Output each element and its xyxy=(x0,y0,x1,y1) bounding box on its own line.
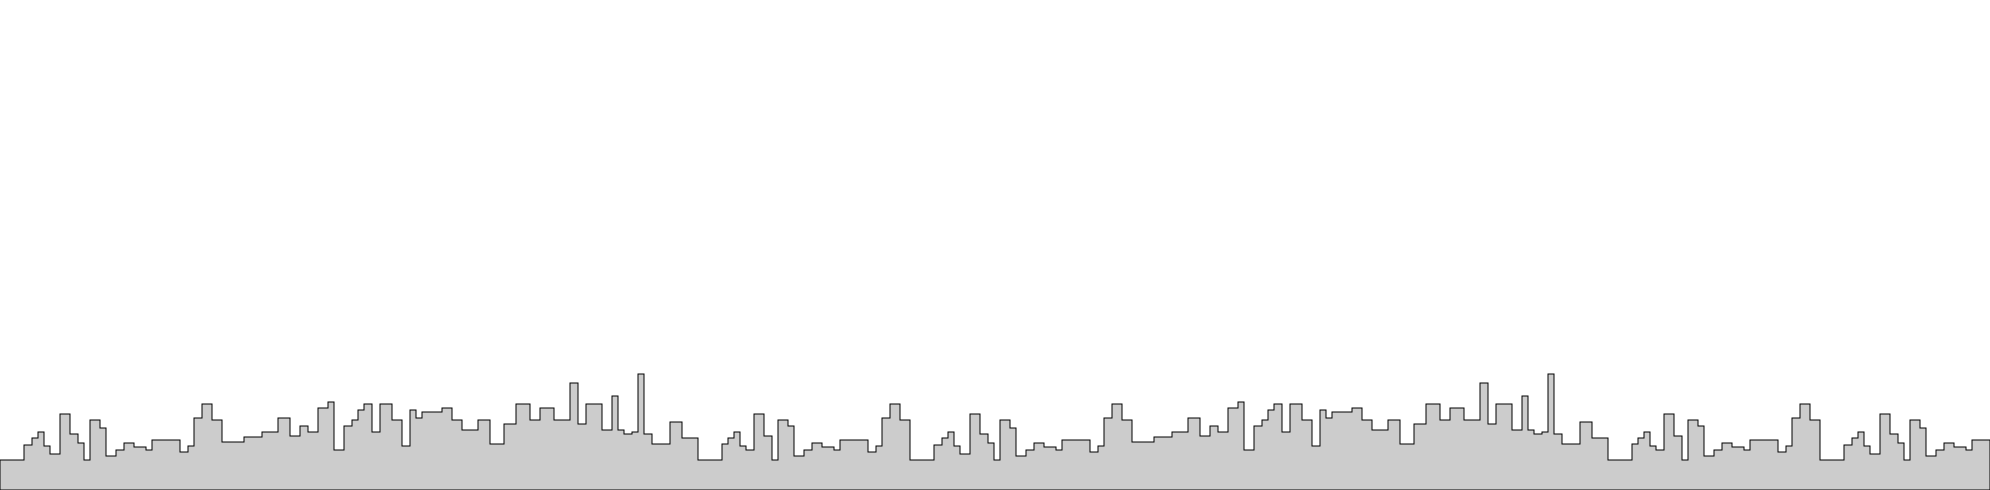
skyline-silhouette xyxy=(0,373,1990,490)
